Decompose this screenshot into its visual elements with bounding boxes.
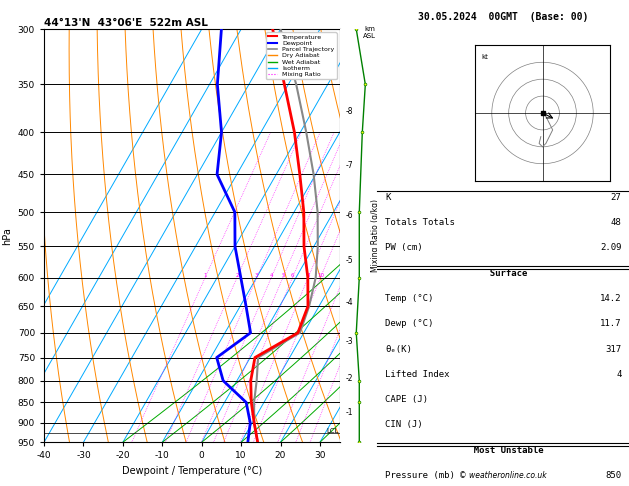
Text: Mixing Ratio (g/kg): Mixing Ratio (g/kg) [371, 199, 380, 272]
Text: 850: 850 [605, 471, 621, 480]
Text: 317: 317 [605, 345, 621, 354]
Text: 2: 2 [235, 273, 239, 278]
Text: 10: 10 [317, 273, 324, 278]
Text: Totals Totals: Totals Totals [385, 218, 455, 227]
Text: Pressure (mb): Pressure (mb) [385, 471, 455, 480]
Text: 4: 4 [616, 370, 621, 379]
Text: CIN (J): CIN (J) [385, 420, 423, 430]
Text: 8: 8 [306, 273, 310, 278]
Text: kt: kt [482, 54, 489, 60]
X-axis label: Dewpoint / Temperature (°C): Dewpoint / Temperature (°C) [122, 466, 262, 476]
Text: -3: -3 [345, 337, 353, 347]
Text: km
ASL: km ASL [362, 26, 376, 38]
Text: 48: 48 [611, 218, 621, 227]
Text: 1: 1 [203, 273, 207, 278]
Text: LCL: LCL [326, 428, 338, 434]
Text: Lifted Index: Lifted Index [385, 370, 450, 379]
Text: -2: -2 [345, 374, 353, 383]
Text: 44°13'N  43°06'E  522m ASL: 44°13'N 43°06'E 522m ASL [44, 18, 208, 28]
Y-axis label: hPa: hPa [2, 227, 12, 244]
Text: CAPE (J): CAPE (J) [385, 395, 428, 404]
Text: 5: 5 [281, 273, 284, 278]
Text: 2.09: 2.09 [600, 243, 621, 253]
Text: Most Unstable: Most Unstable [463, 446, 543, 455]
Text: -1: -1 [345, 408, 353, 417]
Text: Dewp (°C): Dewp (°C) [385, 319, 433, 329]
Text: Surface: Surface [479, 269, 527, 278]
Text: 14.2: 14.2 [600, 294, 621, 303]
Text: θₑ(K): θₑ(K) [385, 345, 412, 354]
Text: PW (cm): PW (cm) [385, 243, 423, 253]
Text: -7: -7 [345, 161, 353, 170]
Text: Temp (°C): Temp (°C) [385, 294, 433, 303]
Text: © weatheronline.co.uk: © weatheronline.co.uk [459, 471, 547, 480]
Text: 6: 6 [291, 273, 294, 278]
Text: 4: 4 [270, 273, 273, 278]
Text: -6: -6 [345, 210, 353, 220]
Text: 27: 27 [611, 193, 621, 202]
Text: 3: 3 [255, 273, 259, 278]
Text: K: K [385, 193, 391, 202]
Text: -5: -5 [345, 256, 353, 265]
Text: -4: -4 [345, 298, 353, 307]
Text: -8: -8 [345, 107, 353, 117]
Legend: Temperature, Dewpoint, Parcel Trajectory, Dry Adiabat, Wet Adiabat, Isotherm, Mi: Temperature, Dewpoint, Parcel Trajectory… [266, 32, 337, 79]
Text: 30.05.2024  00GMT  (Base: 00): 30.05.2024 00GMT (Base: 00) [418, 12, 588, 22]
Text: 11.7: 11.7 [600, 319, 621, 329]
